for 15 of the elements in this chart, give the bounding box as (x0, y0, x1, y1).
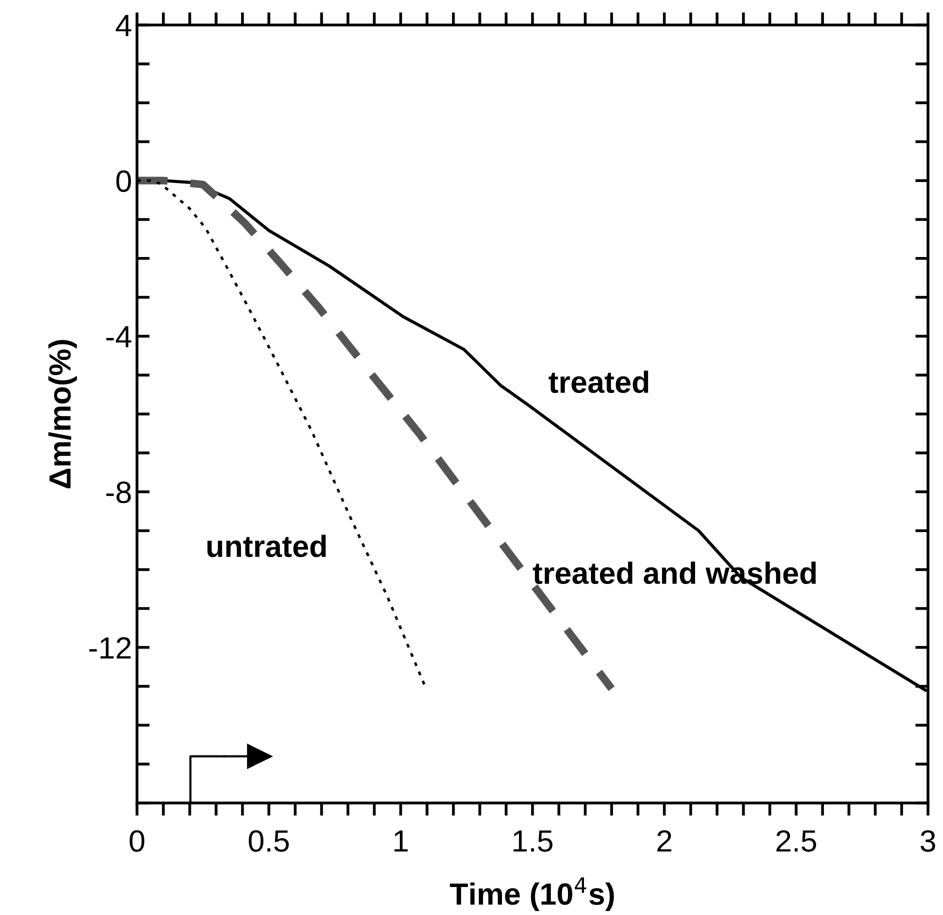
x-tick-label: 3 (920, 830, 936, 852)
y-tick-label: -12 (89, 637, 131, 658)
series-label: treated (548, 370, 648, 394)
y-tick-label: -4 (106, 326, 132, 348)
x-tick-label: 0.5 (248, 830, 289, 852)
x-tick-label: 2.5 (776, 830, 816, 852)
y-tick-label: 4 (116, 15, 132, 36)
x-tick-label: 1.5 (514, 830, 552, 852)
y-tick-label: 0 (116, 170, 131, 192)
y-tick-label: -8 (106, 482, 131, 504)
series-label: untrated (207, 534, 326, 558)
y-axis-title: Δm/mo(%) (48, 340, 77, 488)
x-tick-label: 2 (657, 830, 672, 852)
x-tick-label: 1 (394, 830, 408, 852)
x-axis-title: Time (10$^{4}$s) (450, 877, 614, 911)
